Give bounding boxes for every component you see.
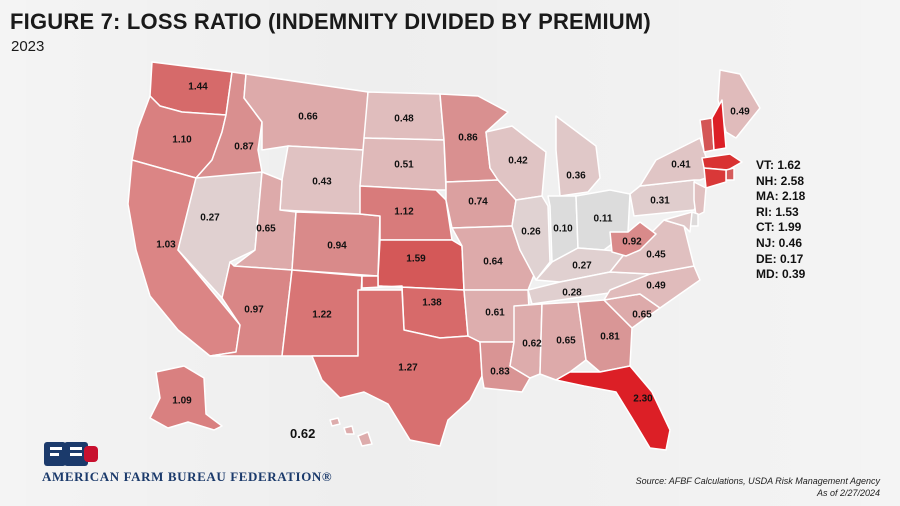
state-value-tx: 1.27: [398, 363, 418, 374]
state-value-or: 1.10: [172, 135, 192, 146]
state-value-ok: 1.38: [422, 298, 442, 309]
state-value-wa: 1.44: [188, 82, 208, 93]
northeast-values-list: VT: 1.62 NH: 2.58 MA: 2.18 RI: 1.53 CT: …: [756, 158, 805, 283]
state-ct: [703, 167, 727, 189]
state-value-mt: 0.66: [298, 112, 318, 123]
ne-item-ri: RI: 1.53: [756, 204, 799, 219]
state-value-az: 0.97: [244, 305, 264, 316]
ne-item-nh: NH: 2.58: [756, 173, 805, 188]
state-value-sd: 0.51: [394, 160, 414, 171]
state-value-ak: 1.09: [172, 396, 192, 407]
state-value-co: 0.94: [327, 241, 347, 252]
state-value-wi: 0.42: [508, 156, 528, 167]
state-value-sc: 0.65: [632, 310, 652, 321]
state-value-ny: 0.41: [671, 160, 691, 171]
ne-item-nj: NJ: 0.46: [756, 235, 803, 250]
page-title: FIGURE 7: LOSS RATIO (INDEMNITY DIVIDED …: [10, 9, 651, 34]
ne-item-md: MD: 0.39: [756, 267, 806, 282]
state-value-mi: 0.36: [566, 171, 586, 182]
state-value-ne: 1.12: [394, 207, 414, 218]
source-note: Source: AFBF Calculations, USDA Risk Man…: [636, 475, 880, 499]
state-mi: [555, 115, 601, 197]
state-value-ca: 1.03: [156, 240, 176, 251]
state-nh: [711, 99, 727, 151]
state-value-il: 0.26: [521, 227, 541, 238]
state-ri: [725, 167, 735, 181]
state-ks: [377, 239, 465, 291]
state-value-mn: 0.86: [458, 133, 478, 144]
state-ma: [701, 153, 743, 171]
ne-item-ct: CT: 1.99: [756, 220, 802, 235]
hawaii-value-label: 0.62: [290, 426, 316, 441]
state-value-ga: 0.81: [600, 332, 620, 343]
ne-item-ma: MA: 2.18: [756, 189, 806, 204]
state-wv: [609, 221, 657, 257]
state-value-wv: 0.92: [622, 237, 642, 248]
source-line: Source: AFBF Calculations, USDA Risk Man…: [635, 476, 880, 486]
state-value-me: 0.49: [730, 107, 750, 118]
state-value-ia: 0.74: [468, 197, 488, 208]
state-ak: [149, 365, 223, 431]
state-sd: [359, 137, 447, 191]
state-value-nc: 0.49: [646, 281, 666, 292]
state-value-in: 0.10: [553, 224, 573, 235]
page-subtitle: 2023: [11, 38, 45, 55]
state-value-id: 0.87: [234, 142, 254, 153]
state-value-va: 0.45: [646, 250, 666, 261]
state-value-ky: 0.27: [572, 261, 592, 272]
state-value-ut: 0.65: [256, 224, 276, 235]
fb-logo-icon: [44, 442, 98, 466]
state-md: [663, 211, 693, 233]
state-value-ar: 0.61: [485, 308, 505, 319]
state-value-ms: 0.62: [522, 339, 542, 350]
state-value-mo: 0.64: [483, 257, 503, 268]
state-value-al: 0.65: [556, 336, 576, 347]
as-of-date: As of 2/27/2024: [816, 488, 880, 498]
state-value-nd: 0.48: [394, 114, 414, 125]
state-value-oh: 0.11: [594, 214, 613, 225]
state-hi: [329, 417, 373, 447]
state-value-wy: 0.43: [312, 177, 332, 188]
state-value-ks: 1.59: [406, 254, 426, 265]
organization-name: AMERICAN FARM BUREAU FEDERATION®: [42, 469, 333, 484]
state-value-nv: 0.27: [200, 213, 220, 224]
state-value-nm: 1.22: [312, 310, 332, 321]
state-value-la: 0.83: [490, 367, 510, 378]
ne-item-de: DE: 0.17: [756, 251, 804, 266]
state-me: [717, 69, 761, 139]
ne-item-vt: VT: 1.62: [756, 158, 801, 172]
state-fl: [555, 365, 671, 451]
state-value-tn: 0.28: [562, 288, 582, 299]
state-value-pa: 0.31: [650, 196, 670, 207]
state-value-fl: 2.30: [633, 394, 653, 405]
state-nj: [693, 181, 707, 217]
state-tx: [311, 289, 483, 447]
